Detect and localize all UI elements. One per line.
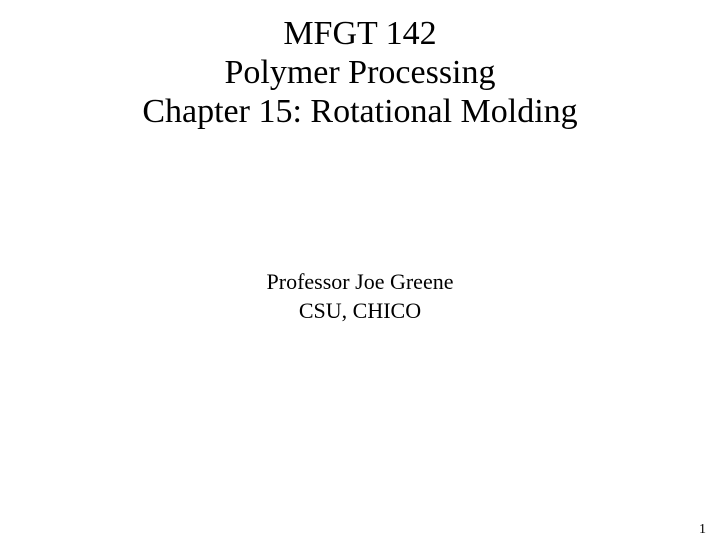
page-number: 1 bbox=[699, 522, 706, 538]
title-line-2: Polymer Processing bbox=[0, 53, 720, 92]
title-line-3: Chapter 15: Rotational Molding bbox=[0, 92, 720, 131]
slide-container: MFGT 142 Polymer Processing Chapter 15: … bbox=[0, 0, 720, 548]
subtitle-line-1: Professor Joe Greene bbox=[0, 268, 720, 297]
title-block: MFGT 142 Polymer Processing Chapter 15: … bbox=[0, 14, 720, 131]
subtitle-line-2: CSU, CHICO bbox=[0, 297, 720, 326]
title-line-1: MFGT 142 bbox=[0, 14, 720, 53]
subtitle-block: Professor Joe Greene CSU, CHICO bbox=[0, 268, 720, 325]
